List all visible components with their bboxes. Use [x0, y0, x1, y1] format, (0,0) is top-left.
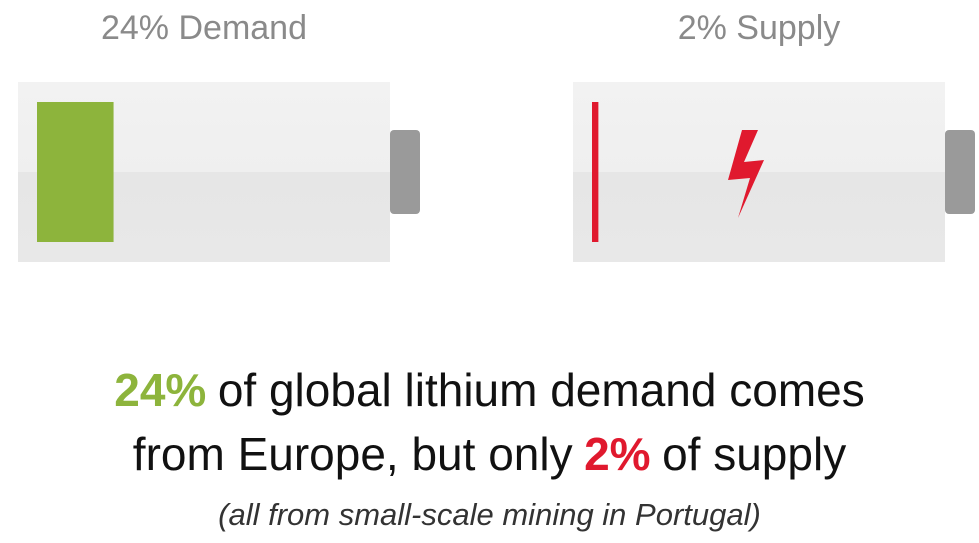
battery-label: 2% Supply [678, 9, 841, 47]
headline-line: 24% of global lithium demand comes [0, 358, 979, 422]
lightning-icon [728, 130, 764, 218]
battery-terminal [390, 130, 420, 214]
battery-level [592, 102, 599, 242]
headline-text: from Europe, but only [132, 428, 573, 480]
battery-level [37, 102, 114, 242]
headline-text: 2% [584, 428, 651, 480]
note: (all from small-scale mining in Portugal… [218, 497, 761, 532]
headline-text: of supply [662, 428, 847, 480]
headline-text: of global lithium demand comes [217, 364, 865, 416]
headline: 24% of global lithium demand comes from Eu… [0, 358, 979, 486]
batteries: 24% Demand 2% Supply [18, 9, 975, 262]
battery-label: 24% Demand [101, 9, 307, 47]
headline-line: from Europe, but only 2% of supply [0, 422, 979, 486]
battery-body [573, 82, 945, 262]
battery-terminal [945, 130, 975, 214]
headline-text: 24% [114, 364, 207, 416]
